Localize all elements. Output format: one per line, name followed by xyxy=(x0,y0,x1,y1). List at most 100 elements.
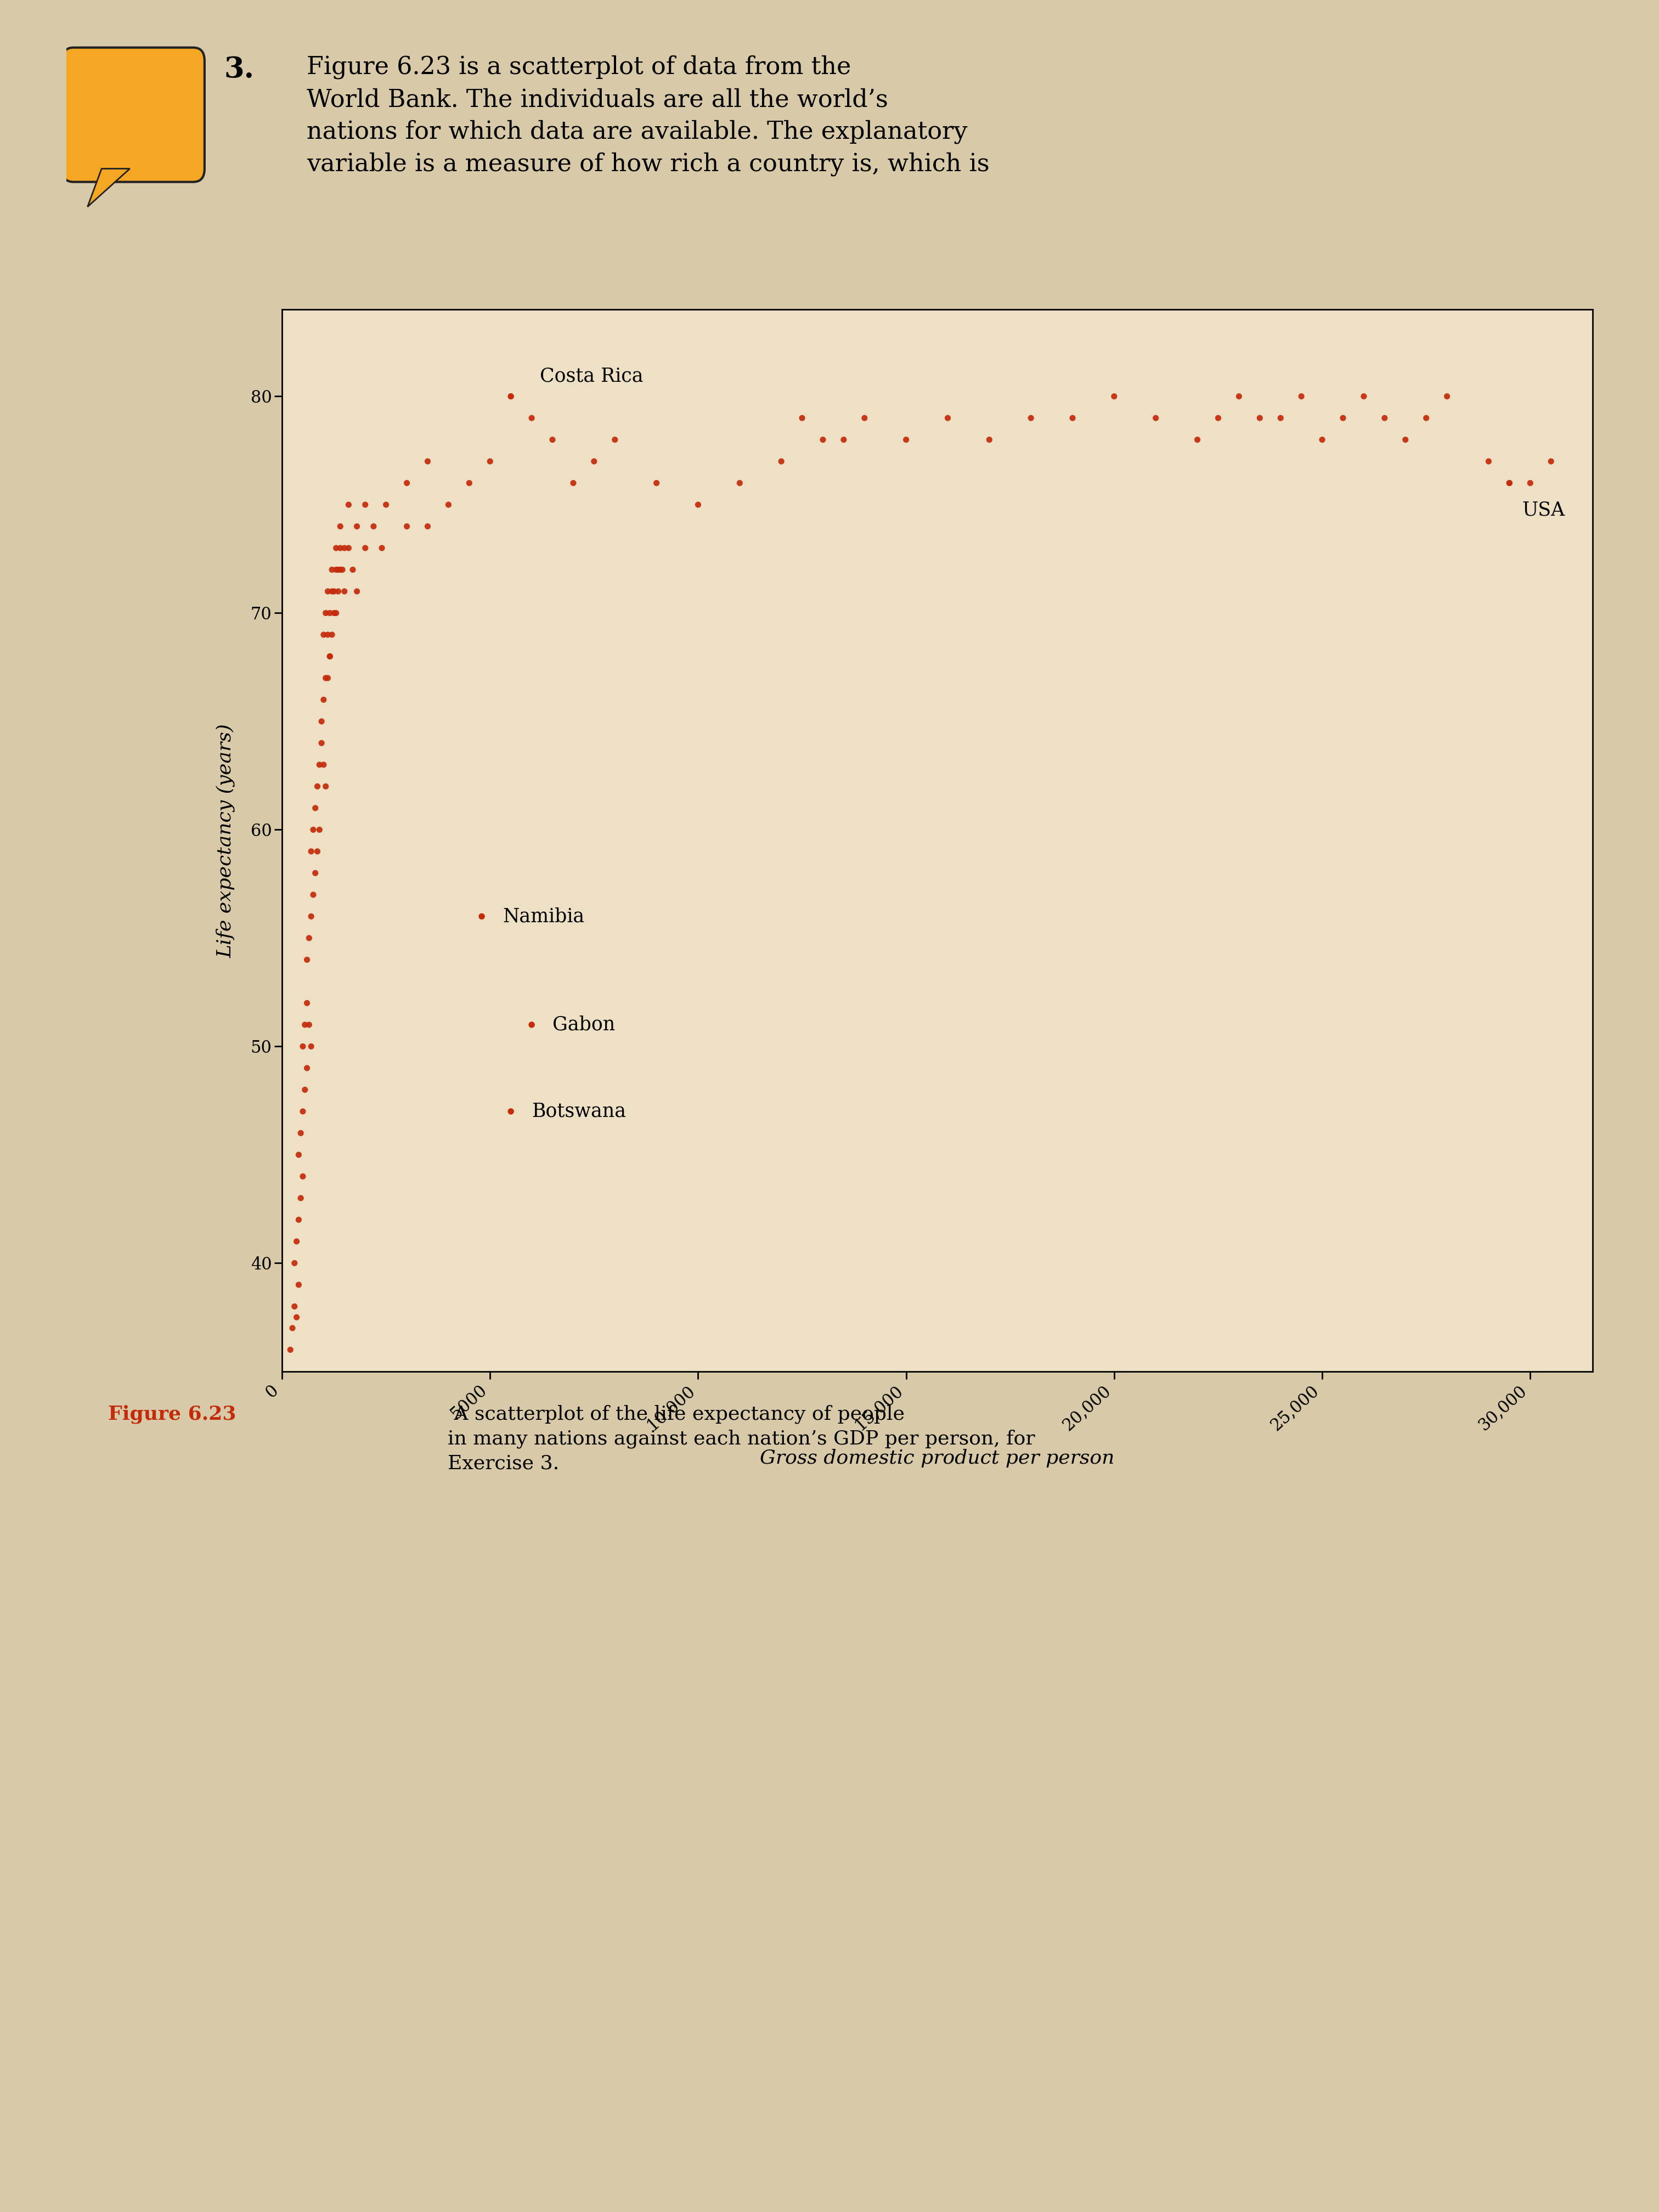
Point xyxy=(287,1181,314,1217)
Point xyxy=(498,1093,524,1128)
Point xyxy=(299,1029,325,1064)
Point xyxy=(304,834,330,869)
Point xyxy=(1060,400,1087,436)
Point xyxy=(768,445,795,480)
Point xyxy=(319,617,345,653)
Point xyxy=(893,422,919,458)
Point xyxy=(1309,422,1335,458)
Point xyxy=(498,378,524,414)
Point xyxy=(328,553,355,588)
Point xyxy=(335,531,362,566)
Point xyxy=(393,509,420,544)
Point xyxy=(561,465,587,500)
FancyBboxPatch shape xyxy=(61,49,204,181)
Point xyxy=(294,984,320,1020)
Point xyxy=(294,942,320,978)
Point xyxy=(335,487,362,522)
Point xyxy=(518,1006,544,1042)
Point xyxy=(1102,378,1128,414)
Point xyxy=(312,770,338,805)
Point xyxy=(1246,400,1272,436)
Point xyxy=(343,573,370,608)
Point xyxy=(360,509,387,544)
Point xyxy=(290,1159,317,1194)
Point xyxy=(415,509,441,544)
Point xyxy=(343,509,370,544)
Point xyxy=(310,617,337,653)
X-axis label: Gross domestic product per person: Gross domestic product per person xyxy=(760,1449,1115,1467)
Point xyxy=(302,790,328,825)
Point xyxy=(468,898,494,933)
Point xyxy=(312,595,338,630)
Point xyxy=(325,553,352,588)
Point xyxy=(368,531,395,566)
Point xyxy=(810,422,836,458)
Text: 3.: 3. xyxy=(224,55,254,84)
Point xyxy=(310,748,337,783)
Point xyxy=(352,487,378,522)
Point xyxy=(851,400,878,436)
Point xyxy=(498,378,524,414)
Point xyxy=(685,487,712,522)
Text: Gabon: Gabon xyxy=(552,1015,615,1033)
Point xyxy=(327,531,353,566)
Point xyxy=(456,465,483,500)
Point xyxy=(975,422,1002,458)
Point xyxy=(290,1093,317,1128)
Point xyxy=(1372,400,1399,436)
Point xyxy=(340,553,367,588)
Point xyxy=(284,1223,310,1259)
Point xyxy=(309,726,335,761)
Text: Figure 6.23 is a scatterplot of data from the
World Bank. The individuals are al: Figure 6.23 is a scatterplot of data fro… xyxy=(307,55,990,177)
Point xyxy=(1392,422,1418,458)
Point xyxy=(1143,400,1170,436)
Point xyxy=(319,573,345,608)
Point xyxy=(1226,378,1253,414)
Text: USA: USA xyxy=(1521,500,1564,520)
Point xyxy=(315,617,342,653)
Point xyxy=(317,639,343,675)
Point xyxy=(294,1051,320,1086)
Point xyxy=(320,573,347,608)
Point xyxy=(299,834,325,869)
Point xyxy=(1185,422,1211,458)
Point xyxy=(327,509,353,544)
Point xyxy=(285,1137,312,1172)
Point xyxy=(373,487,400,522)
Text: Figure 6.23: Figure 6.23 xyxy=(108,1405,236,1425)
Point xyxy=(727,465,753,500)
Point xyxy=(312,661,338,697)
Point xyxy=(581,445,607,480)
Point xyxy=(317,595,343,630)
Point xyxy=(287,1115,314,1150)
Point xyxy=(284,1301,310,1336)
Point xyxy=(1331,400,1357,436)
Point xyxy=(1350,378,1377,414)
Point xyxy=(285,1201,312,1237)
Text: Namibia: Namibia xyxy=(503,907,584,927)
Point xyxy=(309,703,335,739)
Point xyxy=(1496,465,1523,500)
Point xyxy=(304,770,330,805)
Point xyxy=(518,400,544,436)
Point xyxy=(788,400,815,436)
Point xyxy=(602,422,629,458)
Text: Costa Rica: Costa Rica xyxy=(539,367,644,385)
Point xyxy=(315,573,342,608)
Point xyxy=(1538,445,1564,480)
Point xyxy=(299,898,325,933)
Point xyxy=(393,465,420,500)
Point xyxy=(1287,378,1314,414)
Point xyxy=(1017,400,1044,436)
Y-axis label: Life expectancy (years): Life expectancy (years) xyxy=(216,723,236,958)
Point xyxy=(1413,400,1440,436)
Point xyxy=(332,531,358,566)
Text: A scatterplot of the life expectancy of people
in many nations against each nati: A scatterplot of the life expectancy of … xyxy=(448,1405,1035,1473)
Point xyxy=(307,748,333,783)
Point xyxy=(277,1332,304,1367)
Point xyxy=(1516,465,1543,500)
Point xyxy=(292,1006,319,1042)
Point xyxy=(307,812,333,847)
Point xyxy=(1433,378,1460,414)
Text: Botswana: Botswana xyxy=(531,1102,625,1121)
